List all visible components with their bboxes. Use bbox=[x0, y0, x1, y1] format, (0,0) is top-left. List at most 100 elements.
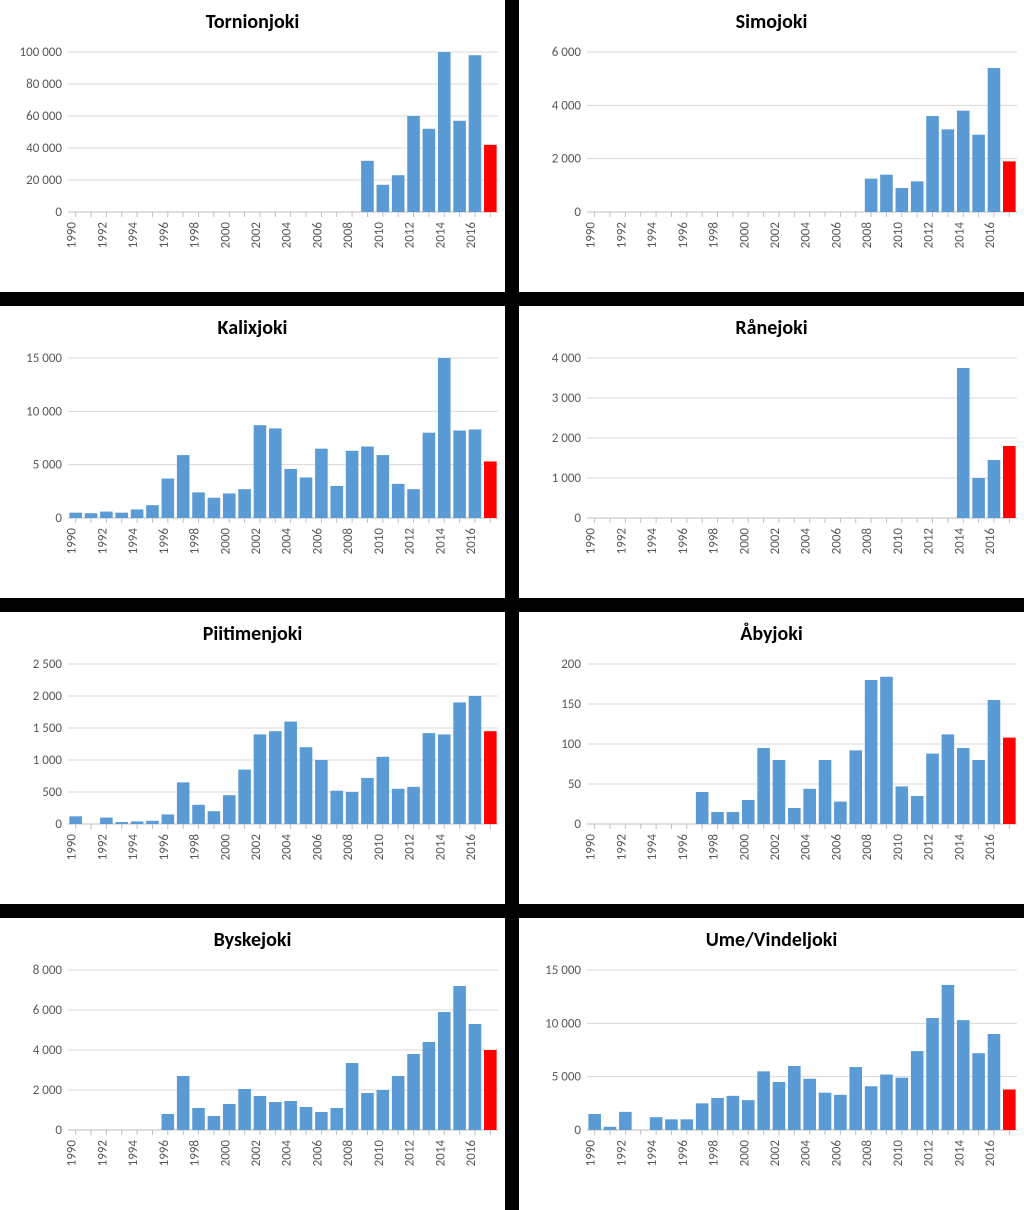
bar bbox=[911, 181, 924, 212]
y-tick-label: 20 000 bbox=[26, 173, 62, 188]
y-tick-label: 15 000 bbox=[26, 352, 62, 366]
bar bbox=[453, 986, 466, 1130]
y-tick-label: 0 bbox=[574, 205, 581, 220]
x-tick-label: 1998 bbox=[188, 834, 203, 861]
y-tick-label: 8 000 bbox=[33, 964, 63, 978]
x-tick-label: 1996 bbox=[676, 834, 691, 861]
bar bbox=[377, 1090, 390, 1130]
y-tick-label: 10 000 bbox=[545, 1016, 581, 1031]
bar bbox=[361, 778, 374, 824]
bar bbox=[484, 461, 497, 518]
bar bbox=[727, 1096, 740, 1130]
bar bbox=[254, 1096, 267, 1130]
x-tick-label: 2012 bbox=[403, 1140, 418, 1167]
x-tick-label: 2016 bbox=[464, 834, 479, 861]
bar bbox=[773, 760, 786, 824]
x-tick-label: 1994 bbox=[645, 222, 660, 249]
x-tick-label: 1994 bbox=[126, 528, 141, 555]
bar bbox=[131, 509, 144, 518]
bar bbox=[469, 55, 482, 212]
x-tick-label: 1992 bbox=[614, 834, 629, 861]
bar bbox=[254, 425, 267, 518]
x-tick-label: 2006 bbox=[310, 1140, 325, 1167]
x-tick-label: 2008 bbox=[860, 1140, 875, 1167]
x-tick-label: 2004 bbox=[280, 222, 295, 249]
bar bbox=[803, 1079, 816, 1130]
bar bbox=[865, 680, 878, 824]
x-tick-label: 2002 bbox=[768, 834, 783, 861]
bar bbox=[942, 985, 955, 1130]
bar bbox=[834, 802, 847, 824]
bar bbox=[911, 796, 924, 824]
bar bbox=[742, 1100, 755, 1130]
x-tick-label: 2014 bbox=[952, 1140, 967, 1167]
bar bbox=[377, 185, 390, 212]
x-tick-label: 1990 bbox=[65, 1140, 80, 1167]
bar bbox=[819, 760, 832, 824]
chart-title: Byskejoki bbox=[6, 928, 499, 952]
bar bbox=[926, 116, 939, 212]
bar bbox=[849, 1067, 862, 1130]
x-tick-label: 2014 bbox=[433, 1140, 448, 1167]
bar bbox=[192, 805, 205, 824]
y-tick-label: 0 bbox=[574, 817, 581, 832]
bar bbox=[100, 818, 113, 824]
y-tick-label: 60 000 bbox=[26, 109, 62, 124]
bar bbox=[223, 1104, 236, 1130]
bar bbox=[407, 787, 420, 824]
x-tick-label: 1992 bbox=[95, 1140, 110, 1167]
bar bbox=[377, 455, 390, 518]
y-tick-label: 5 000 bbox=[33, 458, 63, 473]
x-tick-label: 2006 bbox=[829, 528, 844, 555]
chart-area: 05 00010 00015 0001990199219941996199820… bbox=[529, 964, 1016, 1200]
chart-panel: Tornionjoki020 00040 00060 00080 000100 … bbox=[0, 0, 505, 292]
x-tick-label: 2000 bbox=[737, 222, 752, 249]
bar bbox=[650, 1117, 663, 1130]
bar bbox=[423, 1042, 436, 1130]
y-tick-label: 2 000 bbox=[33, 1083, 63, 1098]
bar bbox=[484, 1050, 497, 1130]
bar bbox=[69, 816, 82, 824]
y-tick-label: 3 000 bbox=[552, 391, 582, 406]
x-tick-label: 1990 bbox=[584, 1140, 599, 1167]
x-tick-label: 2006 bbox=[829, 222, 844, 249]
bar bbox=[208, 498, 221, 518]
x-tick-label: 2000 bbox=[737, 1140, 752, 1167]
chart-panel: Simojoki02 0004 0006 0001990199219941996… bbox=[519, 0, 1024, 292]
bar bbox=[392, 484, 405, 518]
x-tick-label: 2014 bbox=[952, 528, 967, 555]
x-tick-label: 1994 bbox=[126, 1140, 141, 1167]
y-tick-label: 6 000 bbox=[552, 46, 582, 60]
x-tick-label: 2010 bbox=[891, 1140, 906, 1167]
x-tick-label: 1998 bbox=[707, 1140, 722, 1167]
bar bbox=[453, 431, 466, 518]
y-tick-label: 4 000 bbox=[552, 352, 582, 366]
chart-area: 02 0004 0006 000199019921994199619982000… bbox=[529, 46, 1016, 282]
y-tick-label: 1 000 bbox=[552, 471, 582, 486]
x-tick-label: 2004 bbox=[280, 834, 295, 861]
bar bbox=[604, 1127, 617, 1130]
x-tick-label: 2012 bbox=[403, 222, 418, 249]
x-tick-label: 2016 bbox=[983, 222, 998, 249]
bar bbox=[711, 812, 724, 824]
chart-title: Piitimenjoki bbox=[6, 622, 499, 646]
bar bbox=[238, 1089, 251, 1130]
bar bbox=[742, 800, 755, 824]
bar bbox=[162, 479, 175, 518]
x-tick-label: 1996 bbox=[676, 222, 691, 249]
bar bbox=[788, 808, 801, 824]
x-tick-label: 2008 bbox=[341, 222, 356, 249]
x-tick-label: 2010 bbox=[891, 528, 906, 555]
bar bbox=[315, 449, 328, 518]
y-tick-label: 0 bbox=[574, 1123, 581, 1138]
y-tick-label: 2 000 bbox=[33, 689, 63, 704]
bar bbox=[972, 135, 985, 212]
x-tick-label: 2004 bbox=[280, 528, 295, 555]
x-tick-label: 2004 bbox=[799, 1140, 814, 1167]
x-tick-label: 1996 bbox=[157, 528, 172, 555]
x-tick-label: 1994 bbox=[645, 528, 660, 555]
bar bbox=[484, 731, 497, 824]
bar bbox=[942, 734, 955, 824]
x-tick-label: 2006 bbox=[310, 528, 325, 555]
bar bbox=[192, 1108, 205, 1130]
